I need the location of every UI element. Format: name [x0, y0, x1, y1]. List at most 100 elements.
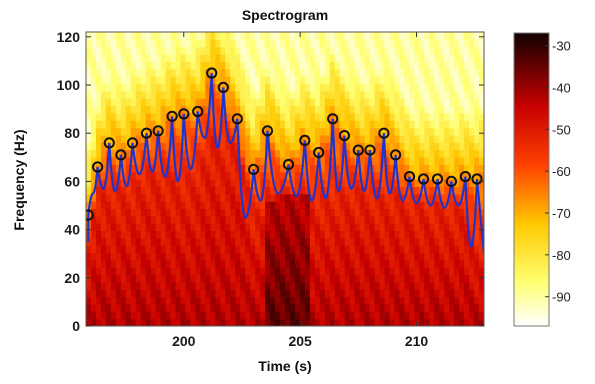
peak-marker: [178, 108, 190, 120]
peak-marker: [282, 158, 295, 171]
heatmap-cell: [434, 289, 440, 298]
heatmap-cell: [374, 90, 381, 99]
heatmap-cell: [125, 311, 132, 320]
heatmap-cell: [170, 68, 177, 77]
heatmap-cell: [150, 230, 157, 239]
heatmap-cell: [294, 303, 301, 312]
heatmap-cell: [374, 112, 381, 121]
heatmap-cell: [175, 164, 182, 173]
heatmap-cell: [275, 311, 281, 320]
heatmap-cell: [414, 61, 420, 70]
heatmap-cell: [469, 201, 475, 209]
heatmap-cell: [354, 215, 361, 224]
heatmap-cell: [140, 179, 147, 187]
heatmap-cell: [314, 237, 321, 246]
heatmap-cell: [190, 296, 197, 305]
heatmap-cell: [464, 274, 470, 283]
heatmap-cell: [155, 311, 162, 320]
heatmap-cell: [185, 267, 192, 276]
heatmap-cell: [414, 179, 420, 187]
heatmap-cell: [175, 142, 182, 151]
heatmap-cell: [100, 156, 107, 165]
heatmap-cell: [210, 142, 216, 151]
heatmap-cell: [215, 289, 221, 298]
heatmap-cell: [135, 267, 142, 276]
heatmap-cell: [205, 186, 211, 195]
heatmap-cell: [260, 193, 266, 202]
heatmap-cell: [250, 76, 256, 85]
heatmap-cell: [349, 237, 356, 246]
heatmap-cell: [369, 61, 376, 70]
heatmap-cell: [105, 318, 112, 326]
heatmap-cell: [245, 142, 251, 151]
heatmap-cell: [324, 90, 331, 99]
heatmap-cell: [240, 46, 246, 55]
heatmap-cell: [115, 201, 122, 209]
heatmap-cell: [329, 237, 336, 246]
heatmap-cell: [280, 208, 286, 217]
heatmap-cell: [304, 267, 311, 276]
heatmap-cell: [270, 90, 276, 99]
heatmap-cell: [165, 311, 172, 320]
heatmap-cell: [260, 208, 266, 217]
heatmap-cell: [344, 289, 351, 298]
heatmap-cell: [454, 237, 460, 246]
heatmap-cell: [265, 164, 271, 173]
heatmap-cell: [140, 90, 147, 99]
heatmap-cell: [145, 105, 152, 114]
heatmap-cell: [120, 149, 127, 158]
heatmap-cell: [469, 318, 475, 326]
heatmap-cell: [185, 274, 192, 283]
heatmap-cell: [205, 179, 211, 187]
heatmap-cell: [235, 61, 241, 70]
heatmap-cell: [374, 105, 381, 114]
heatmap-cell: [359, 215, 366, 224]
heatmap-cell: [319, 171, 326, 180]
heatmap-cell: [374, 311, 381, 320]
heatmap-cell: [444, 171, 450, 180]
heatmap-cell: [240, 98, 246, 107]
heatmap-cell: [374, 245, 381, 254]
peak-marker: [364, 144, 376, 156]
heatmap-cell: [265, 274, 271, 283]
heatmap-cell: [155, 76, 162, 85]
heatmap-cell: [185, 68, 192, 77]
heatmap-cell: [255, 296, 261, 305]
heatmap-cell: [474, 311, 480, 320]
heatmap-cell: [389, 98, 396, 107]
heatmap-cell: [314, 201, 321, 209]
heatmap-cell: [185, 39, 192, 48]
heatmap-cell: [200, 311, 206, 320]
heatmap-cell: [220, 208, 226, 217]
heatmap-cell: [160, 98, 167, 107]
heatmap-cell: [479, 267, 484, 276]
heatmap-cell: [469, 289, 475, 298]
heatmap-cell: [140, 296, 147, 305]
heatmap-cell: [349, 127, 356, 136]
colorbar-ticks: -30-40-50-60-70-80-90: [545, 39, 571, 305]
heatmap-cell: [434, 245, 440, 254]
heatmap-cell: [215, 46, 221, 55]
heatmap-cell: [479, 311, 484, 320]
heatmap-cell: [339, 105, 346, 114]
heatmap-cell: [369, 215, 376, 224]
heatmap-cell: [354, 186, 361, 195]
heatmap-cell: [289, 245, 296, 254]
heatmap-cell: [339, 112, 346, 121]
heatmap-cell: [255, 281, 261, 290]
heatmap-cell: [130, 193, 137, 202]
heatmap-cell: [449, 252, 455, 261]
heatmap-cell: [394, 193, 401, 202]
heatmap-cell: [175, 215, 182, 224]
heatmap-cell: [230, 281, 236, 290]
heatmap-cell: [115, 46, 122, 55]
heatmap-cell: [100, 311, 107, 320]
heatmap-cell: [150, 90, 157, 99]
heatmap-cell: [275, 318, 281, 326]
heatmap-cell: [175, 76, 182, 85]
heatmap-cell: [479, 54, 484, 62]
heatmap-cell: [299, 105, 306, 114]
heatmap-cell: [474, 318, 480, 326]
heatmap-cell: [319, 230, 326, 239]
heatmap-cell: [324, 179, 331, 187]
